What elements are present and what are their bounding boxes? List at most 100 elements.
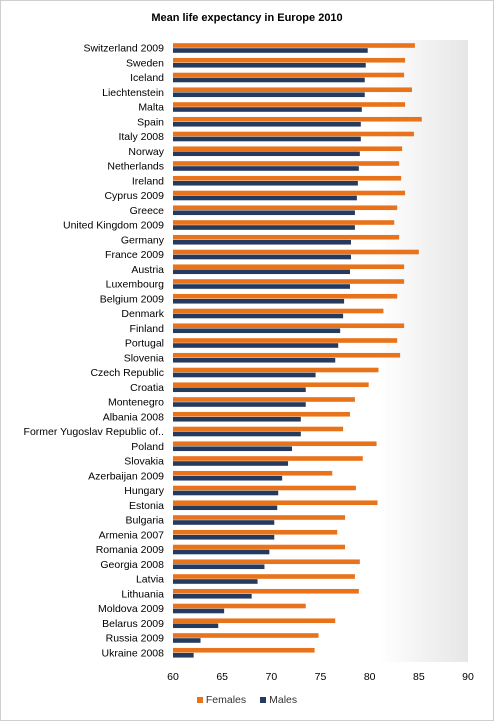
bar-males-poland[interactable] bbox=[173, 446, 292, 452]
bar-females-czech-republic[interactable] bbox=[173, 367, 379, 373]
legend-item-males[interactable]: Males bbox=[260, 694, 297, 706]
bar-females-azerbaijan-2009[interactable] bbox=[173, 470, 333, 476]
bar-females-belgium-2009[interactable] bbox=[173, 293, 398, 299]
bar-females-romania-2009[interactable] bbox=[173, 544, 346, 550]
bar-males-georgia-2008[interactable] bbox=[173, 564, 265, 570]
bar-males-cyprus-2009[interactable] bbox=[173, 195, 357, 201]
bar-females-belarus-2009[interactable] bbox=[173, 618, 336, 624]
bar-males-switzerland-2009[interactable] bbox=[173, 48, 368, 53]
bar-males-czech-republic[interactable] bbox=[173, 372, 316, 378]
bar-females-france-2009[interactable] bbox=[173, 249, 419, 255]
category-label-russia-2009: Russia 2009 bbox=[106, 633, 165, 645]
bar-females-montenegro[interactable] bbox=[173, 397, 355, 402]
x-tick-label-90: 90 bbox=[462, 671, 474, 683]
bar-males-denmark[interactable] bbox=[173, 313, 344, 319]
legend-item-females[interactable]: Females bbox=[196, 694, 246, 706]
x-tick-label-65: 65 bbox=[216, 671, 228, 683]
category-label-sweden: Sweden bbox=[126, 57, 164, 69]
bar-females-ukraine-2008[interactable] bbox=[173, 647, 315, 653]
bar-females-poland[interactable] bbox=[173, 441, 377, 447]
bar-females-croatia[interactable] bbox=[173, 382, 369, 388]
bar-males-moldova-2009[interactable] bbox=[173, 608, 225, 614]
bar-females-greece[interactable] bbox=[173, 205, 398, 211]
category-label-bulgaria: Bulgaria bbox=[125, 515, 164, 527]
bar-females-switzerland-2009[interactable] bbox=[173, 43, 415, 48]
bar-females-sweden[interactable] bbox=[173, 57, 406, 63]
bar-males-italy-2008[interactable] bbox=[173, 136, 361, 142]
bar-females-luxembourg[interactable] bbox=[173, 279, 405, 284]
bar-males-lithuania[interactable] bbox=[173, 593, 252, 599]
bar-females-estonia[interactable] bbox=[173, 500, 378, 506]
bar-females-georgia-2008[interactable] bbox=[173, 559, 360, 565]
bar-females-italy-2008[interactable] bbox=[173, 131, 414, 137]
bar-males-malta[interactable] bbox=[173, 107, 362, 112]
bar-females-austria[interactable] bbox=[173, 264, 405, 270]
bar-females-moldova-2009[interactable] bbox=[173, 603, 306, 609]
bar-females-albania-2008[interactable] bbox=[173, 411, 350, 417]
bar-females-norway[interactable] bbox=[173, 146, 403, 152]
bar-males-romania-2009[interactable] bbox=[173, 549, 270, 555]
bar-females-hungary[interactable] bbox=[173, 485, 356, 491]
bar-females-united-kingdom-2009[interactable] bbox=[173, 220, 395, 225]
bar-females-latvia[interactable] bbox=[173, 574, 355, 579]
bar-females-finland[interactable] bbox=[173, 323, 405, 329]
bar-males-hungary[interactable] bbox=[173, 490, 279, 496]
bar-males-former-yugoslav-republic-of[interactable] bbox=[173, 431, 301, 437]
bar-males-montenegro[interactable] bbox=[173, 402, 306, 407]
bar-males-norway[interactable] bbox=[173, 151, 360, 157]
category-label-azerbaijan-2009: Azerbaijan 2009 bbox=[88, 470, 164, 482]
bar-males-azerbaijan-2009[interactable] bbox=[173, 475, 283, 481]
bar-males-armenia-2007[interactable] bbox=[173, 534, 275, 540]
bar-females-iceland[interactable] bbox=[173, 72, 405, 78]
category-label-armenia-2007: Armenia 2007 bbox=[99, 529, 165, 541]
category-label-austria: Austria bbox=[131, 264, 164, 276]
bar-males-portugal[interactable] bbox=[173, 343, 339, 348]
category-label-ukraine-2008: Ukraine 2008 bbox=[102, 647, 165, 659]
bar-females-liechtenstein[interactable] bbox=[173, 87, 412, 93]
bar-males-slovakia[interactable] bbox=[173, 461, 289, 466]
category-label-georgia-2008: Georgia 2008 bbox=[100, 559, 164, 571]
bar-females-denmark[interactable] bbox=[173, 308, 384, 314]
bar-males-sweden[interactable] bbox=[173, 62, 366, 68]
bar-females-ireland[interactable] bbox=[173, 175, 402, 181]
bar-males-austria[interactable] bbox=[173, 269, 350, 275]
bar-males-belgium-2009[interactable] bbox=[173, 298, 345, 304]
bar-males-spain[interactable] bbox=[173, 121, 361, 127]
bar-females-bulgaria[interactable] bbox=[173, 515, 346, 520]
bar-males-latvia[interactable] bbox=[173, 579, 258, 584]
bar-males-ukraine-2008[interactable] bbox=[173, 652, 194, 658]
bar-males-albania-2008[interactable] bbox=[173, 416, 301, 422]
bar-females-slovenia[interactable] bbox=[173, 352, 401, 358]
bar-females-germany[interactable] bbox=[173, 234, 400, 240]
bar-males-estonia[interactable] bbox=[173, 505, 278, 511]
bar-males-united-kingdom-2009[interactable] bbox=[173, 225, 355, 230]
bar-females-russia-2009[interactable] bbox=[173, 633, 319, 638]
bar-females-armenia-2007[interactable] bbox=[173, 529, 338, 535]
bar-males-france-2009[interactable] bbox=[173, 254, 351, 260]
bar-males-bulgaria[interactable] bbox=[173, 520, 275, 525]
bar-females-former-yugoslav-republic-of[interactable] bbox=[173, 426, 344, 432]
bar-males-liechtenstein[interactable] bbox=[173, 92, 365, 98]
category-label-montenegro: Montenegro bbox=[108, 397, 164, 409]
bar-males-slovenia[interactable] bbox=[173, 357, 336, 363]
bar-females-netherlands[interactable] bbox=[173, 161, 400, 166]
bar-males-iceland[interactable] bbox=[173, 77, 365, 83]
bar-females-cyprus-2009[interactable] bbox=[173, 190, 406, 196]
bar-females-malta[interactable] bbox=[173, 102, 406, 107]
bar-males-croatia[interactable] bbox=[173, 387, 306, 393]
bar-males-ireland[interactable] bbox=[173, 180, 358, 186]
bar-males-greece[interactable] bbox=[173, 210, 355, 216]
category-label-ireland: Ireland bbox=[132, 175, 164, 187]
bar-males-belarus-2009[interactable] bbox=[173, 623, 219, 629]
bar-males-netherlands[interactable] bbox=[173, 166, 359, 171]
bar-males-luxembourg[interactable] bbox=[173, 284, 350, 289]
bar-males-russia-2009[interactable] bbox=[173, 638, 201, 643]
bar-females-portugal[interactable] bbox=[173, 338, 398, 343]
bar-males-finland[interactable] bbox=[173, 328, 341, 334]
bar-males-germany[interactable] bbox=[173, 239, 351, 245]
x-tick-label-60: 60 bbox=[167, 671, 179, 683]
bar-females-spain[interactable] bbox=[173, 116, 422, 122]
bar-females-lithuania[interactable] bbox=[173, 588, 359, 594]
bar-females-slovakia[interactable] bbox=[173, 456, 363, 461]
category-label-spain: Spain bbox=[137, 116, 164, 128]
